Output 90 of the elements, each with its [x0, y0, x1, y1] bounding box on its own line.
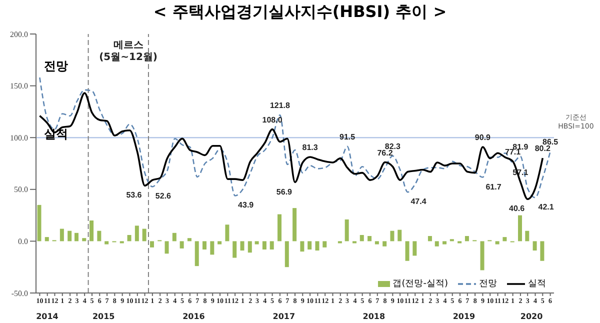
- data-label: 81.9: [512, 142, 529, 152]
- bar: [104, 241, 109, 244]
- bar: [44, 237, 49, 242]
- legend-label: 실적: [528, 278, 546, 290]
- bar: [127, 234, 132, 242]
- bar: [502, 237, 507, 242]
- bar: [412, 241, 417, 256]
- annotation: 전망: [44, 58, 68, 75]
- bar: [480, 241, 484, 270]
- y-tick-label: -50.0: [11, 288, 28, 298]
- bar: [315, 241, 320, 251]
- data-label: 76.2: [377, 148, 394, 158]
- bar: [150, 241, 154, 248]
- bar: [202, 241, 207, 250]
- bar: [284, 241, 289, 268]
- text: 2015: [92, 312, 116, 321]
- text: 2016: [182, 312, 206, 321]
- bar: [90, 220, 94, 242]
- bar: [308, 241, 312, 250]
- y-tick-label: 150.0: [10, 82, 28, 91]
- bar: [292, 208, 297, 242]
- text: 2018: [362, 312, 386, 321]
- data-label: 53.6: [126, 190, 142, 200]
- data-label: 86.5: [542, 138, 559, 147]
- bar: [374, 241, 379, 244]
- bar: [97, 230, 102, 242]
- bar: [442, 241, 447, 244]
- bar: [142, 228, 146, 242]
- bar: [270, 241, 274, 250]
- bar: [82, 238, 86, 242]
- bar: [278, 214, 282, 242]
- bar: [172, 232, 176, 242]
- text: 2019: [452, 312, 476, 321]
- bar: [134, 226, 139, 242]
- data-label: 47.4: [410, 197, 427, 206]
- text: 2017: [272, 312, 296, 321]
- bar: [368, 236, 372, 242]
- bar: [398, 230, 402, 242]
- bar: [68, 230, 72, 242]
- text: 2014: [36, 312, 59, 321]
- bar: [525, 230, 530, 242]
- y-tick-label: 200.0: [10, 30, 28, 39]
- y-tick-label: 50.0: [14, 185, 28, 194]
- bar: [464, 236, 469, 242]
- data-label: 82.3: [384, 142, 402, 151]
- bar: [390, 230, 394, 242]
- bar: [262, 241, 266, 250]
- bar: [518, 215, 522, 242]
- data-label: 42.1: [538, 202, 554, 212]
- text: 2020: [520, 312, 544, 321]
- bar: [428, 236, 432, 242]
- data-label: 52.6: [155, 192, 172, 201]
- bar: [187, 238, 192, 242]
- bar: [225, 224, 230, 242]
- legend-label: 전망: [479, 278, 497, 290]
- bar: [218, 241, 222, 244]
- bar: [300, 241, 304, 252]
- bar: [232, 241, 237, 258]
- bar: [74, 232, 78, 242]
- bar: [540, 241, 544, 261]
- data-label: 81.3: [302, 142, 318, 152]
- bar: [405, 241, 410, 261]
- bar: [180, 241, 184, 248]
- chart-title: < 주택사업경기실사지수(HBSI) 추이 >: [152, 2, 448, 23]
- bar: [434, 241, 439, 246]
- data-label: 80.2: [534, 144, 551, 154]
- bar: [240, 241, 244, 251]
- y-tick-label: 0.0: [18, 237, 28, 246]
- bar: [495, 241, 500, 244]
- bar: [37, 204, 42, 242]
- bar: [248, 241, 252, 253]
- bar: [194, 241, 199, 266]
- bar: [210, 241, 214, 255]
- bar: [254, 241, 259, 244]
- bar: [322, 241, 327, 248]
- data-label: 43.9: [238, 200, 254, 210]
- y-tick-label: 100.0: [10, 133, 28, 142]
- data-label: 56.9: [276, 187, 293, 196]
- data-label: 61.7: [486, 182, 502, 192]
- legend-label: 갭(전망-실적): [392, 278, 448, 290]
- bar: [532, 241, 537, 251]
- bar: [164, 241, 169, 254]
- bar: [360, 234, 364, 242]
- data-label: 121.8: [270, 101, 291, 110]
- data-label: 91.5: [340, 132, 356, 142]
- data-label: 40.6: [509, 204, 526, 214]
- bar: [382, 241, 387, 246]
- data-label: 90.9: [474, 133, 492, 142]
- bar: [60, 228, 64, 242]
- bar: [344, 219, 349, 242]
